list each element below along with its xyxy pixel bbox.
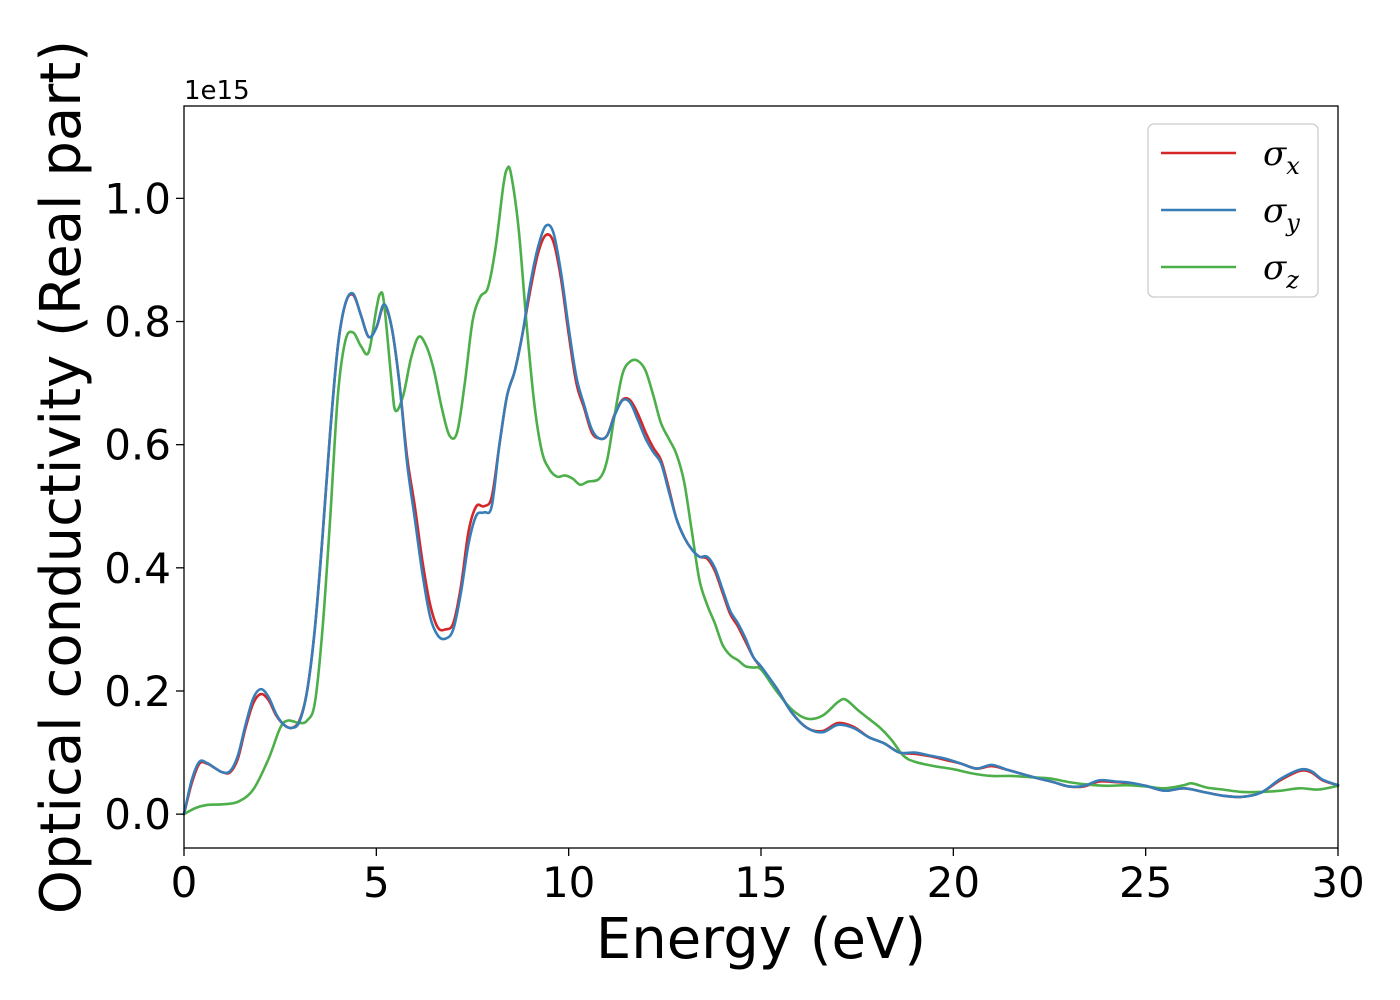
y-tick-label: 0.0 — [104, 790, 171, 839]
y-tick-label: 0.4 — [104, 544, 171, 593]
series-lines — [182, 165, 1340, 816]
y-tick-label: 0.2 — [104, 667, 171, 716]
series-line-z — [182, 165, 1340, 816]
x-tick-label: 0 — [171, 858, 198, 907]
y-axis-title: Optical conductivity (Real part) — [29, 40, 94, 914]
y-tick-label: 0.6 — [104, 421, 171, 470]
x-axis-title: Energy (eV) — [596, 907, 926, 972]
y-tick-label: 1.0 — [104, 174, 171, 223]
x-tick-label: 15 — [734, 858, 787, 907]
x-tick-label: 10 — [542, 858, 595, 907]
x-tick-label: 25 — [1119, 858, 1172, 907]
y-offset-text: 1e15 — [184, 76, 250, 106]
y-tick-label: 0.8 — [104, 298, 171, 347]
x-tick-label: 20 — [927, 858, 980, 907]
x-tick-label: 5 — [363, 858, 390, 907]
plot-background — [184, 106, 1338, 848]
y-axis: 0.0 0.2 0.4 0.6 0.8 1.0 — [104, 174, 184, 839]
series-line-y — [182, 223, 1340, 816]
x-axis: 0 5 10 15 20 25 30 — [171, 848, 1365, 907]
x-tick-label: 30 — [1311, 858, 1364, 907]
